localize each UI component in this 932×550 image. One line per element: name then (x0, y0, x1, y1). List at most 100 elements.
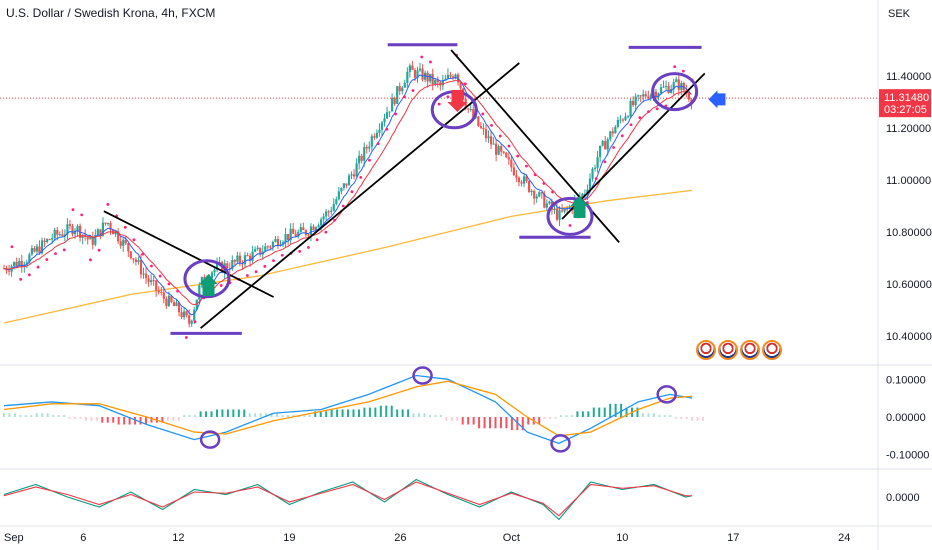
time-tick-label: 12 (172, 532, 184, 544)
macd-histogram-bar (139, 417, 142, 425)
candle-body (51, 238, 54, 240)
us-flag-icon[interactable] (696, 340, 716, 360)
economic-events[interactable] (696, 340, 782, 360)
candle-body (5, 268, 8, 271)
macd-histogram-bar (434, 415, 437, 417)
macd-histogram-bar (538, 417, 541, 425)
candle-body (522, 176, 526, 184)
candle-body (586, 189, 589, 194)
candle-body (46, 239, 49, 242)
macd-histogram-bar (363, 407, 366, 417)
sar-dot (141, 252, 145, 256)
sar-dot (629, 123, 633, 127)
candle-body (337, 191, 340, 200)
candle-body (434, 79, 437, 85)
sar-dot (123, 225, 127, 229)
candle-body (114, 231, 117, 235)
candle-body (363, 147, 366, 161)
macd-histogram-bar (510, 417, 513, 431)
macd-histogram-bar (685, 417, 688, 419)
candle-body (15, 261, 18, 267)
macd-histogram-bar (587, 411, 590, 417)
candle-body (287, 234, 290, 241)
sar-dot (402, 95, 406, 99)
candle-body (104, 222, 107, 224)
macd-histogram-bar (79, 417, 82, 419)
candle-body (325, 211, 328, 217)
candle-body (469, 109, 472, 111)
macd-histogram-bar (13, 413, 16, 417)
macd-histogram-bar (325, 411, 328, 417)
candle-body (94, 234, 97, 245)
candle-body (659, 87, 663, 94)
candle-body (284, 234, 287, 243)
us-flag-icon[interactable] (762, 340, 782, 360)
macd-histogram-bar (3, 413, 5, 417)
candle-body (378, 129, 381, 133)
macd-histogram-bar (41, 413, 44, 417)
candle-body (373, 136, 376, 138)
candle-body (492, 143, 495, 145)
candle-body (383, 118, 386, 123)
candle-body (13, 261, 16, 267)
candle-body (599, 145, 602, 157)
macd-histogram-bar (19, 415, 22, 417)
time-tick-label: 26 (394, 532, 406, 544)
candle-body (58, 234, 61, 236)
macd-histogram-bar (516, 417, 519, 431)
price-tick-label: 11.40000 (886, 71, 931, 83)
candle-body (449, 74, 452, 77)
candle-body (238, 255, 242, 263)
candle-body (593, 167, 597, 169)
time-tick-label: 6 (80, 532, 86, 544)
us-flag-icon[interactable] (740, 340, 760, 360)
macd-histogram-bar (401, 409, 404, 417)
candle-body (621, 119, 625, 121)
candle-body (472, 109, 475, 118)
candle-body (454, 74, 457, 79)
price-axis-currency: SEK (888, 8, 911, 20)
macd-histogram-bar (696, 417, 699, 421)
candle-body (388, 111, 391, 113)
price-tick-label: 10.60000 (886, 279, 932, 291)
macd-histogram-bar (680, 417, 683, 419)
time-tick-label: Sep (4, 532, 24, 544)
sar-dot (132, 238, 136, 242)
sar-dot (542, 181, 546, 185)
time-tick-label: 17 (727, 532, 739, 544)
macd-histogram-bar (379, 405, 382, 417)
candle-body (500, 146, 503, 152)
sell-arrow-icon (447, 90, 468, 112)
long-moving-average-line (3, 189, 693, 324)
macd-histogram-bar (259, 413, 262, 417)
sar-dot (507, 144, 511, 148)
sar-dot (97, 248, 101, 252)
sar-dot (193, 320, 197, 324)
macd-histogram-bar (423, 413, 426, 417)
sar-dot (80, 213, 84, 217)
macd-histogram-bar (210, 411, 213, 417)
us-flag-icon[interactable] (718, 340, 738, 360)
candle-body (144, 273, 148, 279)
candle-body (360, 155, 363, 161)
macd-histogram-bar (188, 415, 191, 417)
macd-histogram-bar (658, 415, 661, 417)
sar-dot (254, 270, 258, 274)
trendline (200, 62, 520, 329)
macd-histogram-bar (352, 409, 355, 417)
buy-arrow-icon (199, 274, 218, 296)
candle-body (614, 126, 617, 134)
last-price-label: 11.31480 (884, 92, 929, 104)
macd-histogram-bar (570, 415, 573, 417)
candle-body (540, 192, 543, 194)
macd-histogram-bar (614, 403, 617, 417)
candle-body (677, 79, 680, 90)
macd-histogram-bar (73, 417, 76, 419)
sar-dot (437, 102, 441, 106)
macd-histogram-bar (472, 417, 475, 425)
candle-body (637, 95, 640, 97)
candle-body (616, 119, 619, 127)
candle-body (413, 69, 417, 78)
macd-histogram-bar (8, 413, 11, 417)
